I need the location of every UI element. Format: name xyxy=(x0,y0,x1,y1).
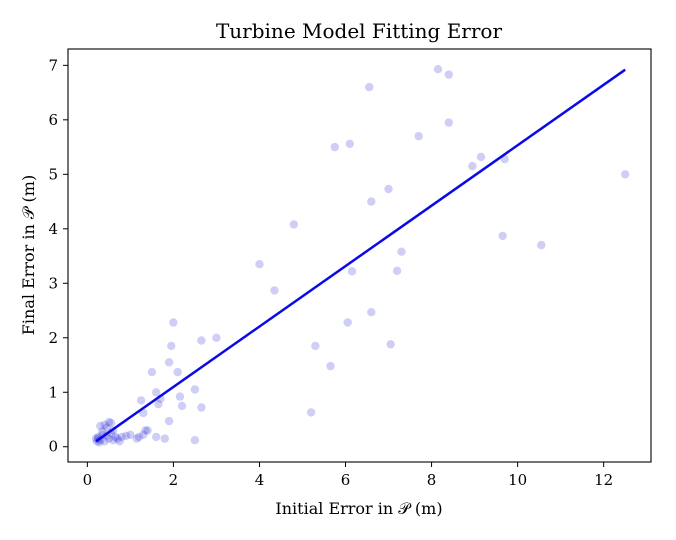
data-point xyxy=(109,436,118,445)
data-point xyxy=(343,318,352,327)
data-point xyxy=(397,247,406,256)
y-tick-label: 5 xyxy=(48,165,58,183)
y-tick-label: 1 xyxy=(48,383,58,401)
data-point xyxy=(104,418,114,427)
data-point xyxy=(132,434,141,443)
data-point xyxy=(306,408,316,417)
data-point xyxy=(115,437,124,446)
data-point xyxy=(111,432,120,442)
y-axis-ticks: 0 1 2 3 4 5 6 7 xyxy=(48,56,68,456)
data-point xyxy=(621,170,630,179)
data-point xyxy=(169,318,178,327)
data-point xyxy=(173,367,182,377)
y-tick-label: 0 xyxy=(48,438,58,456)
data-point xyxy=(106,418,116,427)
y-axis-label: Final Error in 𝒫 (m) xyxy=(19,175,38,335)
y-tick-label: 3 xyxy=(48,274,58,292)
chart-title: Turbine Model Fitting Error xyxy=(216,19,503,43)
data-point xyxy=(104,434,114,443)
data-point xyxy=(190,436,200,445)
data-point xyxy=(117,432,127,442)
x-tick-label: 2 xyxy=(169,471,179,489)
data-point xyxy=(100,437,109,446)
data-point xyxy=(190,385,200,394)
data-point xyxy=(152,432,161,442)
data-point xyxy=(152,388,161,397)
data-point xyxy=(134,432,144,442)
data-point xyxy=(197,403,206,412)
y-tick-label: 2 xyxy=(48,329,58,347)
y-tick-label: 7 xyxy=(48,56,58,74)
x-tick-label: 4 xyxy=(255,471,265,489)
data-point xyxy=(154,400,163,409)
data-point xyxy=(345,139,354,148)
data-point xyxy=(139,430,148,439)
data-point xyxy=(311,341,320,351)
data-point xyxy=(100,420,109,430)
data-point xyxy=(141,426,150,435)
data-point xyxy=(270,286,279,295)
data-point xyxy=(113,434,122,443)
data-point xyxy=(444,70,453,79)
data-points xyxy=(91,65,630,447)
data-point xyxy=(147,367,157,377)
data-point xyxy=(160,434,169,443)
y-tick-label: 6 xyxy=(48,111,58,129)
data-point xyxy=(386,340,395,349)
data-point xyxy=(289,220,299,229)
data-point xyxy=(365,82,374,92)
data-point xyxy=(96,421,105,431)
data-point xyxy=(433,65,443,74)
data-point xyxy=(177,401,187,411)
data-point xyxy=(136,396,146,405)
data-point xyxy=(102,423,111,432)
data-point xyxy=(126,430,135,439)
data-point xyxy=(444,118,453,127)
data-point xyxy=(98,427,107,436)
data-point xyxy=(384,184,393,194)
data-point xyxy=(476,152,486,162)
x-axis-ticks: 0 2 4 6 8 10 12 xyxy=(83,462,613,489)
data-point xyxy=(347,267,357,276)
data-point xyxy=(164,416,174,426)
data-point xyxy=(167,341,176,351)
data-point xyxy=(143,426,152,435)
data-point xyxy=(498,231,507,241)
data-point xyxy=(212,333,221,342)
x-tick-label: 0 xyxy=(83,471,93,489)
x-tick-label: 10 xyxy=(508,471,527,489)
data-point xyxy=(326,361,335,371)
fit-line-layer xyxy=(95,68,626,443)
x-tick-label: 8 xyxy=(427,471,437,489)
data-point xyxy=(468,161,477,171)
x-tick-label: 12 xyxy=(594,471,613,489)
y-tick-label: 4 xyxy=(48,220,58,238)
data-point xyxy=(255,260,264,269)
plot-frame xyxy=(67,48,652,463)
data-point xyxy=(537,240,546,250)
data-point xyxy=(367,197,376,206)
data-point xyxy=(367,308,376,317)
data-point xyxy=(197,336,206,345)
x-tick-label: 6 xyxy=(341,471,351,489)
data-point xyxy=(414,132,423,141)
fit-line xyxy=(95,68,626,443)
data-point xyxy=(175,392,185,401)
data-point xyxy=(164,358,174,367)
data-point xyxy=(330,142,339,152)
data-point xyxy=(392,266,402,275)
data-point xyxy=(121,431,131,440)
x-axis-label: Initial Error in 𝒫 (m) xyxy=(275,499,442,518)
